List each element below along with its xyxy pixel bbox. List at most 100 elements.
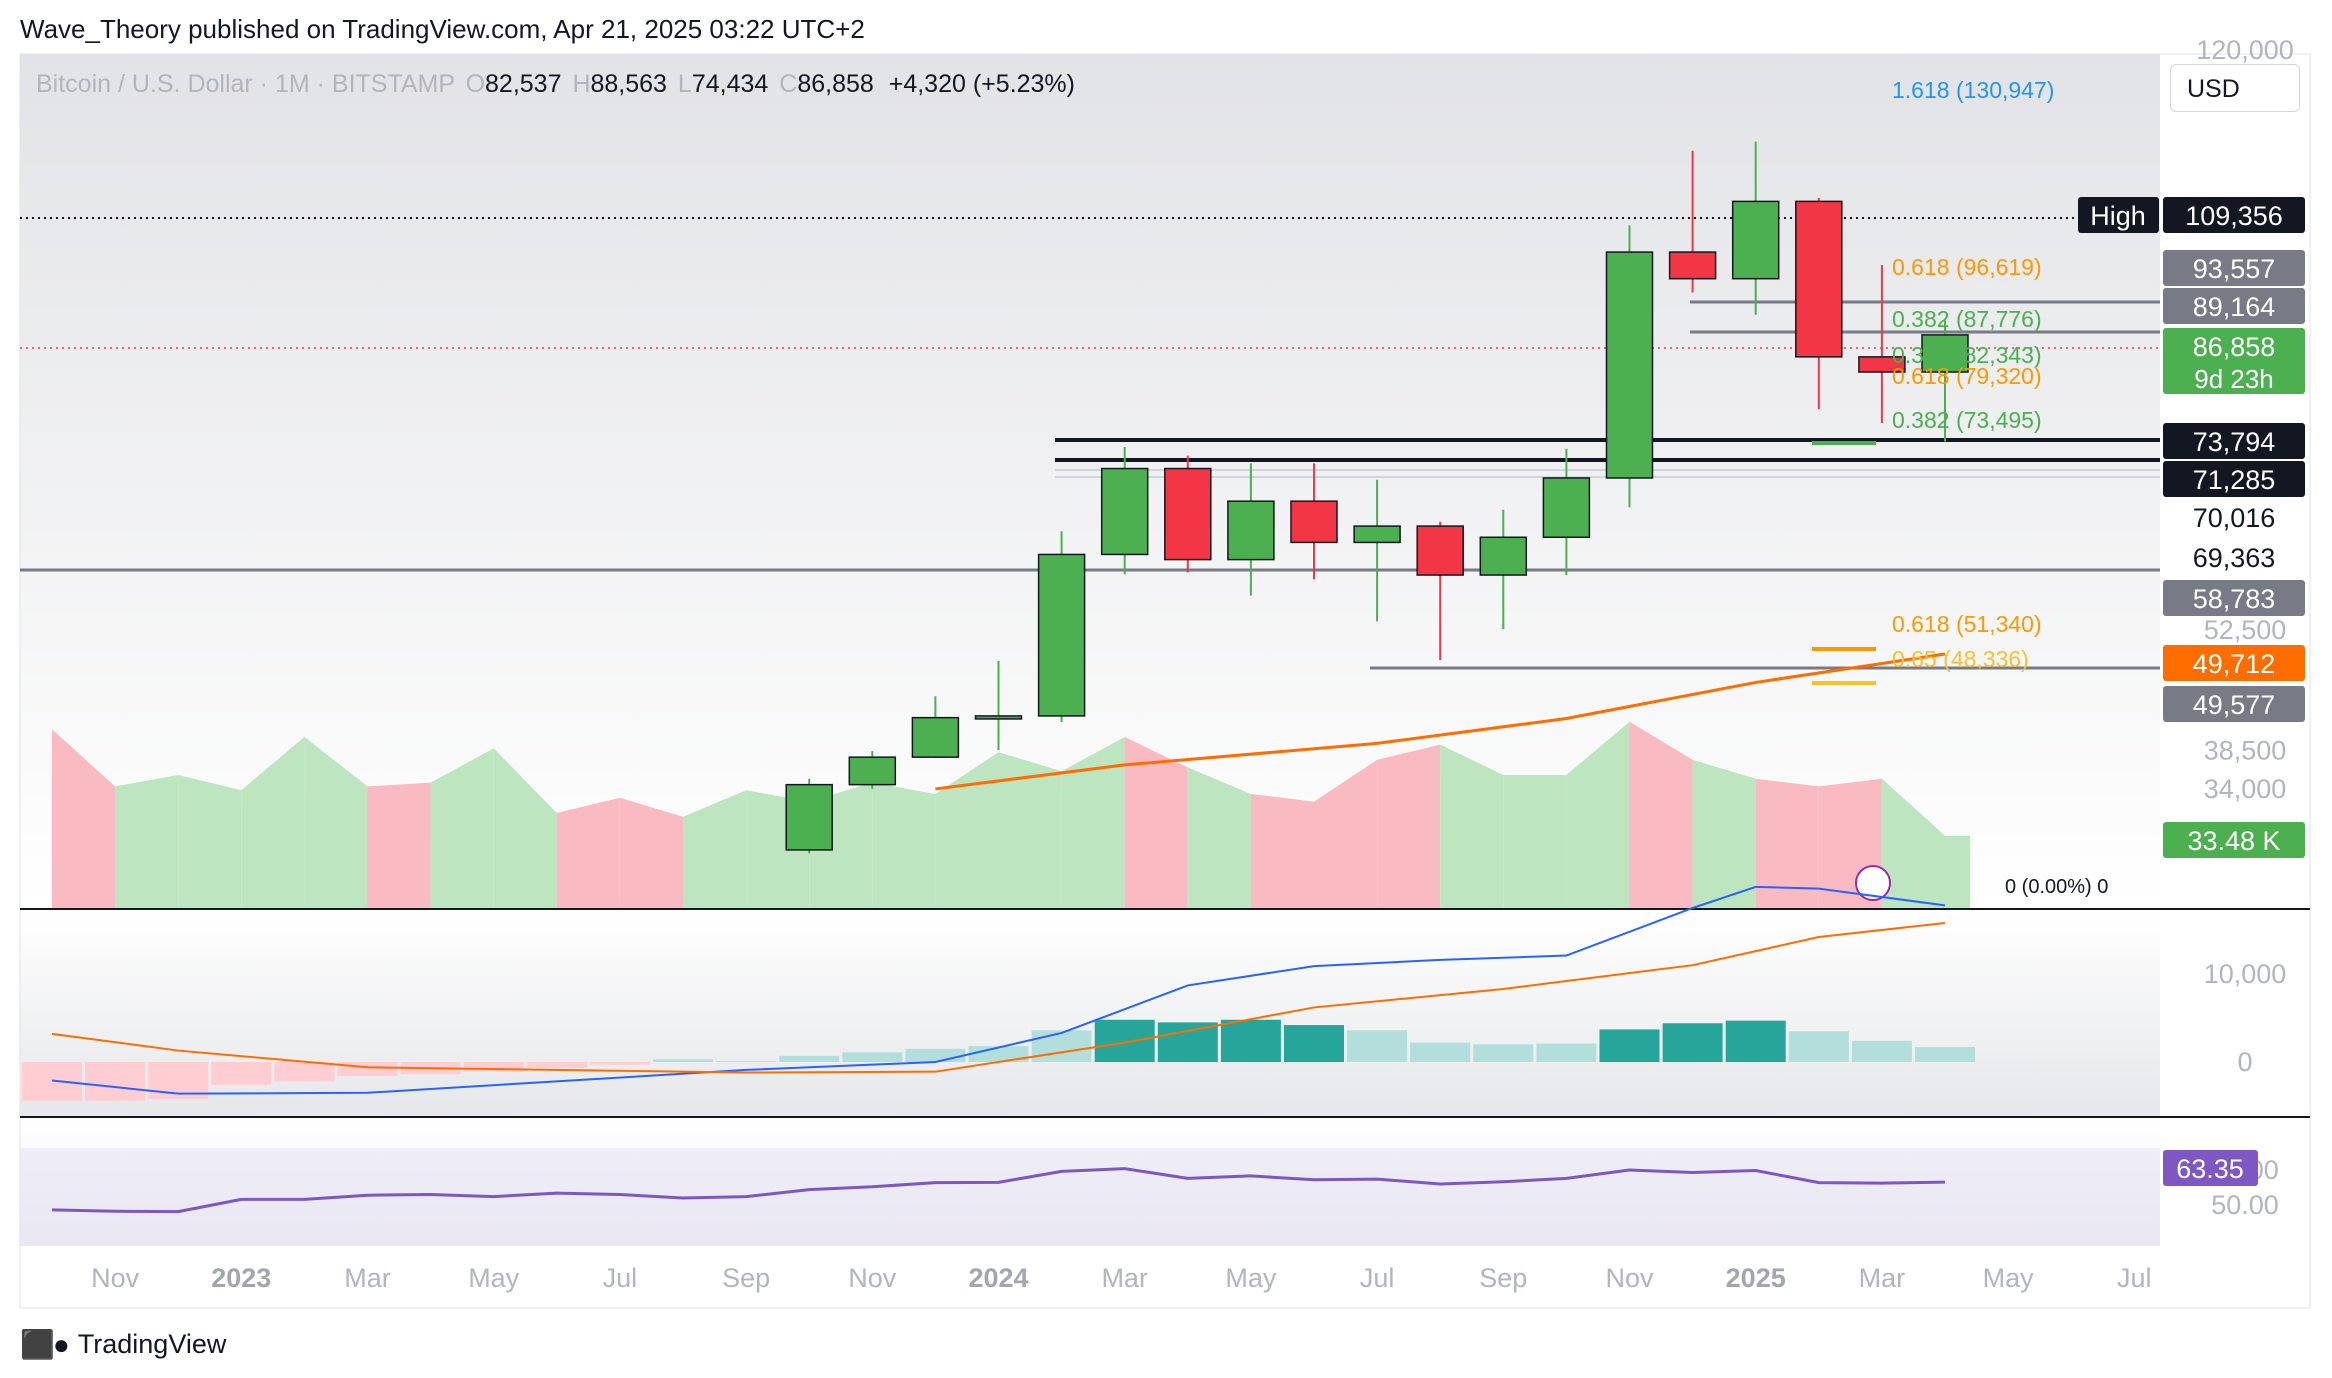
price-badge <box>2163 250 2305 286</box>
date-axis-tick: Nov <box>848 1263 897 1293</box>
price-badge-value: 69,363 <box>2193 543 2276 573</box>
fib-label: 0.382 (82,343) <box>1892 342 2042 368</box>
fib-label: 0.618 (79,320) <box>1892 363 2042 389</box>
price-badge-value: 93,557 <box>2193 254 2276 284</box>
price-badge <box>2163 822 2305 858</box>
date-axis-tick: Nov <box>1605 1263 1654 1293</box>
price-badge-value: 109,356 <box>2185 201 2283 231</box>
macd-histogram-bar <box>779 1055 840 1062</box>
volume-segment <box>430 748 494 908</box>
macd-histogram-bar <box>1284 1025 1344 1062</box>
macd-histogram-bar <box>905 1048 966 1062</box>
date-axis-tick: Jul <box>1360 1263 1395 1293</box>
volume-segment <box>683 790 747 908</box>
price-axis-tick: 52,500 <box>2204 615 2287 645</box>
macd-histogram-bar <box>653 1059 713 1062</box>
macd-histogram-bar <box>85 1062 146 1101</box>
candle <box>1795 197 1843 410</box>
lightning-icon <box>1855 865 1891 901</box>
candle-body <box>1037 553 1086 717</box>
candle-body <box>848 756 897 786</box>
candle-body <box>1605 251 1654 479</box>
volume-segment <box>493 748 557 908</box>
volume-segment <box>1945 835 1971 908</box>
moving-average-line <box>935 652 1946 791</box>
volume-segment <box>1124 737 1188 908</box>
publisher-caption: Wave_Theory published on TradingView.com… <box>20 14 865 44</box>
date-axis-tick: May <box>468 1263 520 1293</box>
date-axis-tick: Nov <box>91 1263 140 1293</box>
price-badge-label-box <box>2078 197 2159 233</box>
macd-histogram-bar <box>716 1061 777 1062</box>
candle <box>1731 141 1780 315</box>
volume-segment <box>115 775 179 908</box>
volume-segment <box>1566 721 1630 908</box>
macd-histogram-bar <box>1157 1022 1218 1062</box>
price-badge-value: 70,016 <box>2193 503 2276 533</box>
date-axis-tick: Mar <box>1101 1263 1148 1293</box>
candle-body <box>1479 536 1528 576</box>
candle <box>1668 150 1717 293</box>
volume-segment <box>1755 778 1819 908</box>
candle-body <box>974 715 1023 720</box>
date-axis-tick: Jul <box>2117 1263 2152 1293</box>
price-axis-tick: 38,500 <box>2204 735 2287 765</box>
volume-segment <box>367 782 431 908</box>
rsi-band <box>20 1148 2160 1246</box>
candle <box>974 660 1023 751</box>
currency-button[interactable]: USD <box>2170 64 2300 112</box>
candle <box>1605 225 1654 508</box>
macd-signal-line <box>51 921 1946 1074</box>
macd-histogram-bar <box>842 1052 903 1062</box>
high-value: 88,563 <box>590 70 667 98</box>
macd-pane-background <box>20 910 2160 1116</box>
price-badge <box>2163 197 2305 233</box>
macd-histogram-bar <box>1410 1042 1471 1062</box>
price-axis-tick: 34,000 <box>2204 774 2287 804</box>
volume-segment <box>1503 775 1567 908</box>
macd-histogram-bar <box>1788 1031 1849 1062</box>
macd-axis-tick: 0 <box>2237 1047 2252 1077</box>
candle <box>1479 509 1528 630</box>
candle <box>1858 264 1906 424</box>
volume-segment <box>935 752 999 908</box>
date-axis-tick: May <box>1983 1263 2035 1293</box>
candle <box>1227 463 1275 596</box>
date-axis-tick: Mar <box>344 1263 391 1293</box>
macd-histogram-bar <box>589 1062 650 1065</box>
candle-body <box>1100 467 1149 556</box>
date-axis-tick: 2023 <box>211 1263 271 1293</box>
candle <box>1037 531 1086 722</box>
volume-segment <box>872 782 936 908</box>
date-axis-tick: Sep <box>722 1263 770 1293</box>
date-axis-tick: May <box>1225 1263 1277 1293</box>
candle <box>785 778 833 854</box>
macd-histogram-bar <box>211 1062 272 1085</box>
price-badge <box>2163 645 2305 681</box>
volume-segment <box>1440 744 1504 908</box>
price-badge-value: 58,783 <box>2193 584 2276 614</box>
fib-label: 0.65 (48,336) <box>1892 646 2029 672</box>
price-badge <box>2163 499 2305 535</box>
price-badge-value: 49,577 <box>2193 690 2276 720</box>
candle <box>1353 479 1401 622</box>
macd-histogram-bar <box>1915 1047 1975 1062</box>
close-key: C <box>779 70 798 98</box>
ohlc-legend: Bitcoin / U.S. Dollar · 1M · BITSTAMP O8… <box>36 70 1075 99</box>
volume-segment <box>1061 737 1125 908</box>
volume-segment <box>304 737 368 908</box>
macd-histogram-bar <box>1599 1029 1660 1062</box>
price-badge-value: 33.48 K <box>2187 826 2280 856</box>
price-badge <box>2163 539 2305 575</box>
candle-body <box>1668 251 1717 280</box>
open-key: O <box>465 70 486 98</box>
volume-readout: 0 (0.00%) 0 <box>2005 876 2108 898</box>
price-badge-label: High <box>2090 201 2146 231</box>
volume-segment <box>1377 744 1441 908</box>
volume-segment <box>1314 759 1378 908</box>
tradingview-logo-icon: ⬛● <box>20 1329 70 1360</box>
rsi-badge <box>2163 1150 2258 1186</box>
price-badge-value: 89,164 <box>2193 292 2276 322</box>
date-axis-tick: Mar <box>1859 1263 1906 1293</box>
